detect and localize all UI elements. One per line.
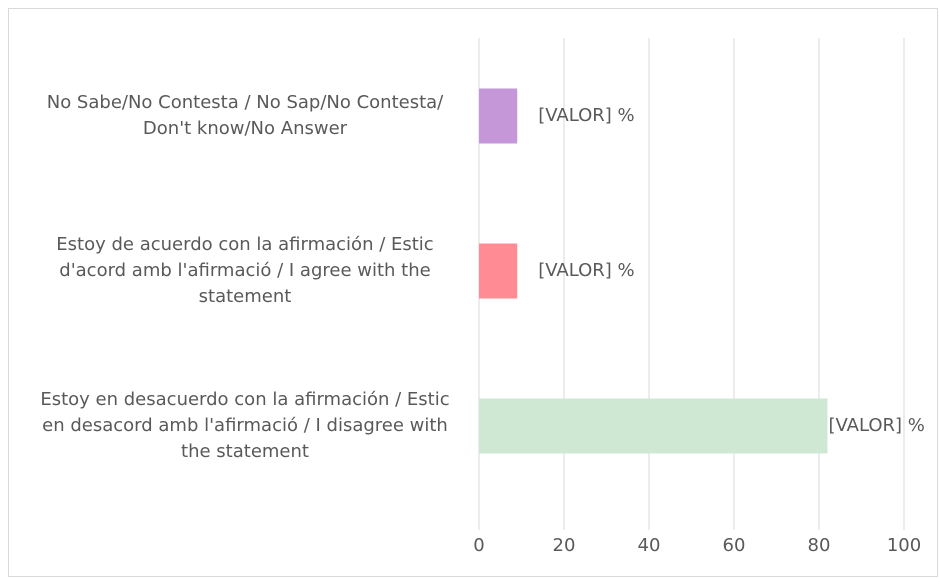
x-tick-label: 60 (723, 535, 746, 556)
data-label: [VALOR] % (538, 105, 634, 126)
category-label: Estoy en desacuerdo con la afirmación / … (40, 389, 450, 462)
category-label: No Sabe/No Contesta / No Sap/No Contesta… (46, 92, 444, 139)
data-label: [VALOR] % (538, 260, 634, 281)
chart-border (8, 8, 938, 577)
data-label: [VALOR] % (829, 415, 925, 436)
x-tick-label: 80 (808, 535, 831, 556)
x-tick-label: 100 (887, 535, 921, 556)
bar (479, 88, 518, 144)
bar (479, 398, 828, 454)
x-tick-label: 40 (638, 535, 661, 556)
bar (479, 243, 518, 299)
x-tick-label: 20 (553, 535, 576, 556)
x-tick-label: 0 (473, 535, 484, 556)
category-label: Estoy de acuerdo con la afirmación / Est… (56, 234, 434, 307)
